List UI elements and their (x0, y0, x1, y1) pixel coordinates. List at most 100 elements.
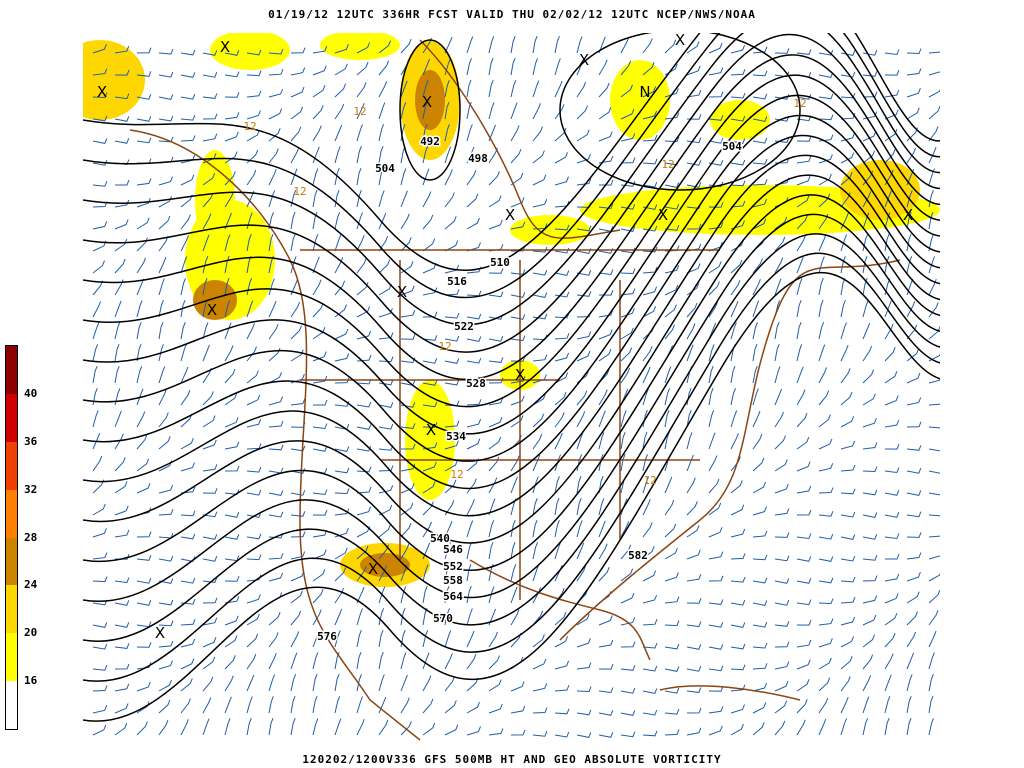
height-contour (83, 134, 940, 490)
wind-barb (928, 674, 934, 692)
wind-barb (422, 335, 438, 341)
wind-barb (378, 630, 384, 648)
wind-barb (488, 542, 494, 560)
wind-barb (708, 410, 715, 428)
wind-barb (774, 344, 780, 362)
wind-barb (312, 45, 328, 54)
wind-barb (268, 300, 277, 318)
wind-barb (488, 436, 502, 450)
wind-barb (884, 467, 900, 474)
wind-barb (180, 344, 187, 362)
wind-barb (202, 415, 216, 428)
wind-barb (752, 366, 758, 384)
wind-barb (818, 697, 829, 714)
wind-barb (136, 94, 152, 100)
wind-barb (708, 67, 724, 76)
wind-barb (356, 330, 372, 340)
wind-barb (510, 415, 524, 428)
height-label: 540 (430, 532, 450, 545)
wind-barb (268, 88, 284, 98)
wind-barb (532, 313, 548, 320)
wind-barb (488, 58, 494, 76)
wind-barb (510, 586, 518, 604)
wind-barb (246, 70, 262, 77)
wind-barb (378, 674, 385, 692)
wind-barb (928, 514, 940, 517)
wind-barb (224, 345, 234, 362)
wind-barb (642, 688, 658, 694)
wind-barb (92, 138, 108, 144)
wind-barb (774, 366, 781, 384)
wind-barb (730, 553, 746, 560)
wind-barb (92, 301, 102, 318)
height-label: 552 (443, 560, 463, 573)
wind-barb (642, 286, 658, 296)
wind-barb (576, 153, 591, 164)
wind-barb (598, 107, 612, 120)
wind-barb (180, 638, 196, 648)
wind-barb (334, 608, 343, 626)
wind-barb (466, 290, 482, 297)
wind-barb (246, 674, 255, 692)
wind-barb (268, 444, 284, 451)
wind-barb (268, 190, 276, 208)
wind-barb (752, 158, 768, 165)
wind-barb (356, 282, 369, 296)
wind-barb (114, 322, 121, 340)
wind-barb (884, 300, 892, 318)
wind-barb (554, 291, 570, 298)
wind-barb (268, 572, 284, 582)
wind-barb (620, 327, 634, 340)
wind-barb (488, 102, 495, 120)
wind-barb (202, 697, 212, 714)
wind-barb (268, 372, 282, 384)
wind-barb (554, 152, 568, 164)
wind-barb (598, 454, 604, 472)
wind-barb (884, 653, 894, 670)
minimum-marker: X (515, 366, 525, 384)
wind-barb (312, 630, 320, 648)
wind-barb (268, 653, 277, 670)
wind-barb (158, 660, 173, 670)
wind-barb (290, 67, 306, 76)
wind-barb (510, 395, 525, 406)
wind-barb (532, 731, 548, 737)
wind-barb (312, 256, 320, 274)
wind-barb (114, 344, 120, 362)
wind-barb (884, 69, 900, 76)
wind-barb (862, 212, 870, 230)
wind-barb (818, 49, 834, 56)
wind-barb (906, 234, 912, 252)
wind-barb (664, 666, 680, 672)
wind-barb (334, 234, 342, 252)
wind-barb (906, 421, 922, 428)
wind-barb (356, 146, 362, 164)
wind-barb (818, 598, 834, 605)
wind-barb (774, 641, 790, 648)
wind-barb (444, 335, 460, 342)
wind-barb (422, 191, 432, 208)
wind-barb (774, 216, 788, 230)
wind-barb (444, 192, 455, 208)
wind-barb (686, 598, 702, 604)
wind-barb (576, 105, 588, 120)
wind-barb (664, 88, 679, 98)
wind-barb (664, 225, 680, 231)
wind-barb (488, 498, 496, 516)
legend-bin (6, 489, 17, 538)
wind-barb (466, 313, 482, 320)
wind-barb (136, 366, 143, 384)
wind-barb (862, 300, 869, 318)
wind-barb (356, 445, 372, 452)
wind-barb (642, 432, 648, 450)
wind-barb (312, 234, 319, 252)
wind-barb (620, 641, 636, 648)
wind-barb (158, 484, 174, 494)
wind-barb (334, 567, 347, 582)
wind-barb (554, 565, 563, 582)
wind-barb (796, 49, 812, 55)
wind-barb (246, 234, 252, 252)
wind-barb (598, 567, 610, 582)
wind-barb (246, 512, 262, 518)
wind-barb (356, 401, 372, 408)
